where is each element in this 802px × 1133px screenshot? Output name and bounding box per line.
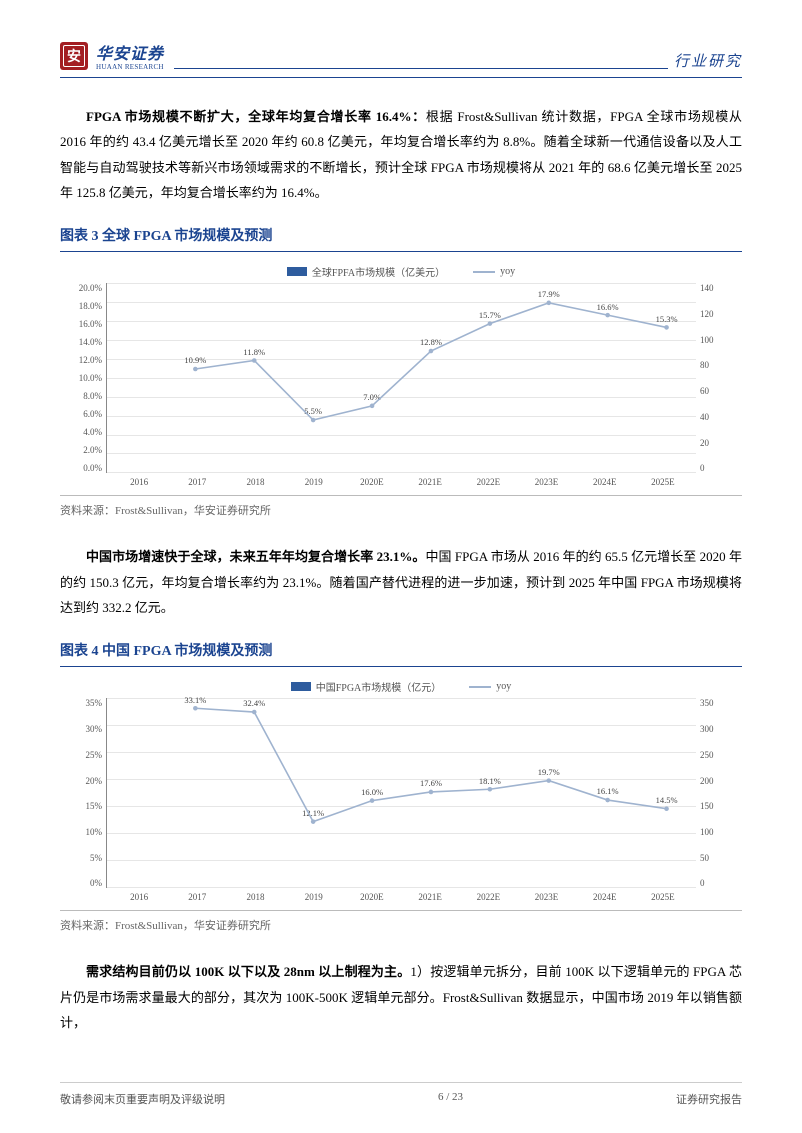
fig3-source: 资料来源：Frost&Sullivan，华安证券研究所 <box>60 495 742 518</box>
fig4-legend: 中国FPGA市场规模（亿元） yoy <box>70 679 732 694</box>
brand-cn: 华安证券 <box>96 46 164 63</box>
fig3-x-labels: 20162017201820192020E2021E2022E2023E2024… <box>106 477 696 487</box>
fig4-chart: 中国FPGA市场规模（亿元） yoy 35%30%25%20%15%10%5%0… <box>60 671 742 908</box>
fig4-line-svg <box>107 698 696 887</box>
fig4-title: 图表 4 中国 FPGA 市场规模及预测 <box>60 636 742 667</box>
fig3-legend: 全球FPFA市场规模（亿美元） yoy <box>70 264 732 279</box>
fig3-line-svg <box>107 283 696 472</box>
paragraph-2: 中国市场增速快于全球，未来五年年均复合增长率 23.1%。中国 FPGA 市场从… <box>60 544 742 620</box>
legend-line-2: yoy <box>469 679 511 694</box>
legend-line-label-2: yoy <box>496 681 511 692</box>
footer-mid: 6 / 23 <box>438 1091 463 1107</box>
fig3-chart: 全球FPFA市场规模（亿美元） yoy 20.0%18.0%16.0%14.0%… <box>60 256 742 493</box>
paragraph-1: FPGA 市场规模不断扩大，全球年均复合增长率 16.4%：根据 Frost&S… <box>60 104 742 205</box>
header-left: 安 华安证券 HUAAN RESEARCH <box>60 40 164 71</box>
legend-bar-label-2: 中国FPGA市场规模（亿元） <box>316 679 442 694</box>
para3-bold: 需求结构目前仍以 100K 以下以及 28nm 以上制程为主。 <box>86 964 410 979</box>
footer-right: 证券研究报告 <box>676 1091 742 1107</box>
logo-glyph: 安 <box>67 46 81 66</box>
fig4-source: 资料来源：Frost&Sullivan，华安证券研究所 <box>60 910 742 933</box>
brand-block: 华安证券 HUAAN RESEARCH <box>96 40 164 71</box>
fig4-plot: 65.587.3115.6129.6150.3176.8208.8249.829… <box>106 698 696 888</box>
legend-line: yoy <box>473 264 515 279</box>
fig4-y-left: 35%30%25%20%15%10%5%0% <box>70 698 106 888</box>
logo-icon: 安 <box>60 42 88 70</box>
paragraph-3: 需求结构目前仍以 100K 以下以及 28nm 以上制程为主。1）按逻辑单元拆分… <box>60 959 742 1035</box>
doc-type: 行业研究 <box>674 50 742 71</box>
brand-en: HUAAN RESEARCH <box>96 64 164 71</box>
fig4-y-right: 350300250200150100500 <box>696 698 732 888</box>
fig4-x-labels: 20162017201820192020E2021E2022E2023E2024… <box>106 892 696 902</box>
footer: 敬请参阅末页重要声明及评级说明 6 / 23 证券研究报告 <box>60 1082 742 1107</box>
fig3-y-left: 20.0%18.0%16.0%14.0%12.0%10.0%8.0%6.0%4.… <box>70 283 106 473</box>
fig3-plot: 43.448.253.956.860.868.679.493.6109.1125… <box>106 283 696 473</box>
footer-left: 敬请参阅末页重要声明及评级说明 <box>60 1091 225 1107</box>
para1-bold: FPGA 市场规模不断扩大，全球年均复合增长率 16.4%： <box>86 109 426 124</box>
legend-line-label: yoy <box>500 266 515 277</box>
fig3-title: 图表 3 全球 FPGA 市场规模及预测 <box>60 221 742 252</box>
para2-bold: 中国市场增速快于全球，未来五年年均复合增长率 23.1%。 <box>86 549 425 564</box>
header-divider <box>174 68 668 69</box>
legend-bar-label: 全球FPFA市场规模（亿美元） <box>312 264 445 279</box>
legend-bar-2: 中国FPGA市场规模（亿元） <box>291 679 442 694</box>
header-bar: 安 华安证券 HUAAN RESEARCH 行业研究 <box>60 40 742 78</box>
legend-bar: 全球FPFA市场规模（亿美元） <box>287 264 445 279</box>
fig3-y-right: 140120100806040200 <box>696 283 732 473</box>
